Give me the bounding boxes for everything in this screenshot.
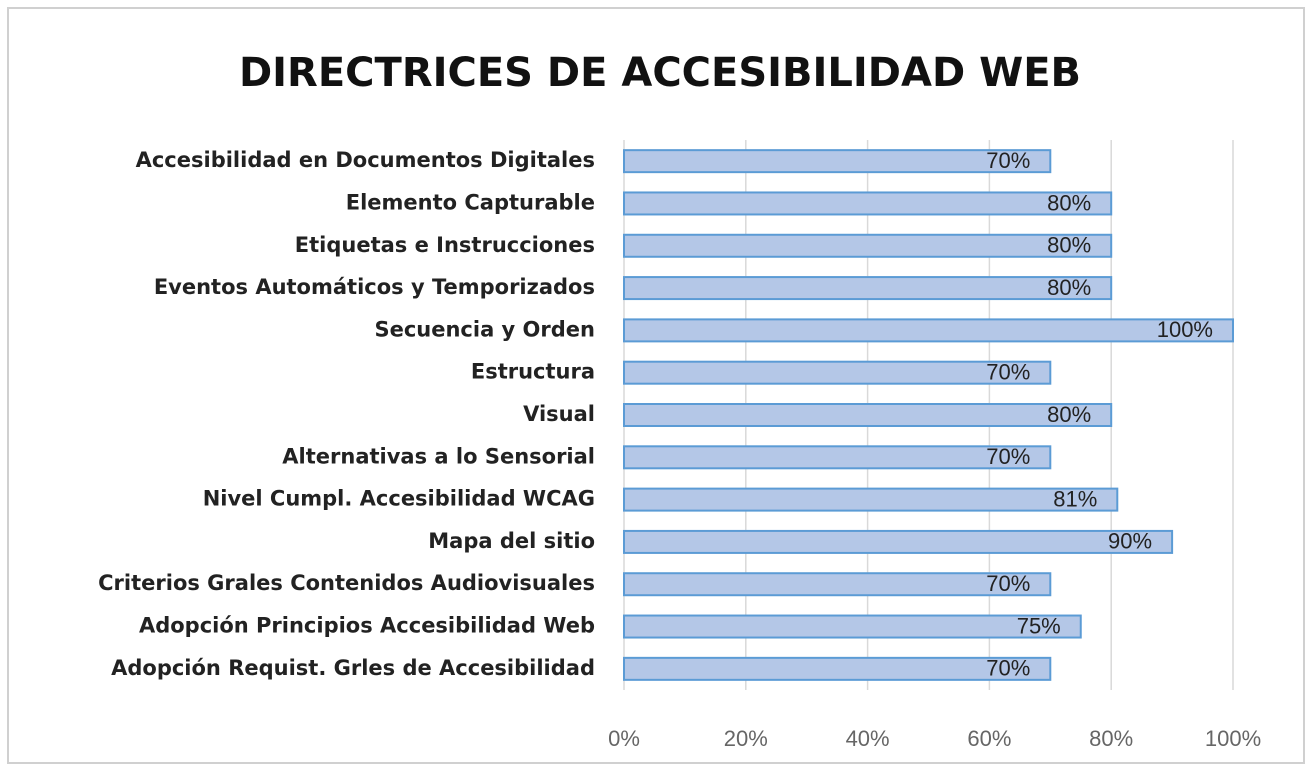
data-label: 80%: [1047, 402, 1091, 427]
y-tick-label: Visual: [523, 402, 595, 426]
y-tick-label: Adopción Requist. Grles de Accesibilidad: [111, 656, 595, 680]
y-tick-label: Accesibilidad en Documentos Digitales: [136, 148, 595, 172]
y-tick-label: Elemento Capturable: [346, 190, 595, 214]
x-tick-label: 0%: [608, 726, 640, 751]
y-tick-label: Mapa del sitio: [428, 529, 595, 553]
bar: [623, 445, 1052, 470]
bar: [623, 487, 1119, 512]
x-tick-label: 60%: [967, 726, 1011, 751]
data-label: 70%: [986, 571, 1030, 596]
x-tick-label: 40%: [846, 726, 890, 751]
data-label: 81%: [1053, 486, 1097, 511]
bar: [623, 656, 1052, 681]
bar: [623, 614, 1082, 639]
bar: [623, 318, 1234, 343]
data-label: 80%: [1047, 233, 1091, 258]
bar: [623, 233, 1113, 258]
data-label: 80%: [1047, 190, 1091, 215]
y-tick-label: Secuencia y Orden: [374, 317, 595, 341]
chart-frame: [7, 7, 1305, 764]
bar: [623, 403, 1113, 427]
bar: [623, 149, 1052, 174]
x-tick-label: 100%: [1205, 726, 1261, 751]
y-tick-label: Nivel Cumpl. Accesibilidad WCAG: [203, 487, 595, 511]
x-tick-label: 80%: [1089, 726, 1133, 751]
bar: [623, 191, 1113, 216]
bar: [623, 276, 1113, 301]
bar: [623, 360, 1052, 385]
data-label: 70%: [986, 360, 1030, 385]
bar: [623, 529, 1174, 554]
data-label: 70%: [986, 656, 1030, 681]
y-tick-label: Alternativas a lo Sensorial: [282, 444, 595, 468]
y-tick-label: Estructura: [471, 360, 595, 384]
x-tick-label: 20%: [724, 726, 768, 751]
bar: [623, 572, 1052, 597]
y-tick-label: Criterios Grales Contenidos Audiovisuale…: [98, 571, 595, 595]
chart-title: DIRECTRICES DE ACCESIBILIDAD WEB: [239, 50, 1081, 96]
data-label: 90%: [1108, 529, 1152, 554]
data-label: 80%: [1047, 275, 1091, 300]
data-label: 75%: [1017, 613, 1061, 638]
y-tick-label: Adopción Principios Accesibilidad Web: [139, 614, 595, 638]
data-label: 100%: [1157, 317, 1213, 342]
y-tick-label: Eventos Automáticos y Temporizados: [154, 275, 595, 299]
data-label: 70%: [986, 148, 1030, 173]
y-tick-label: Etiquetas e Instrucciones: [295, 233, 595, 257]
data-label: 70%: [986, 444, 1030, 469]
